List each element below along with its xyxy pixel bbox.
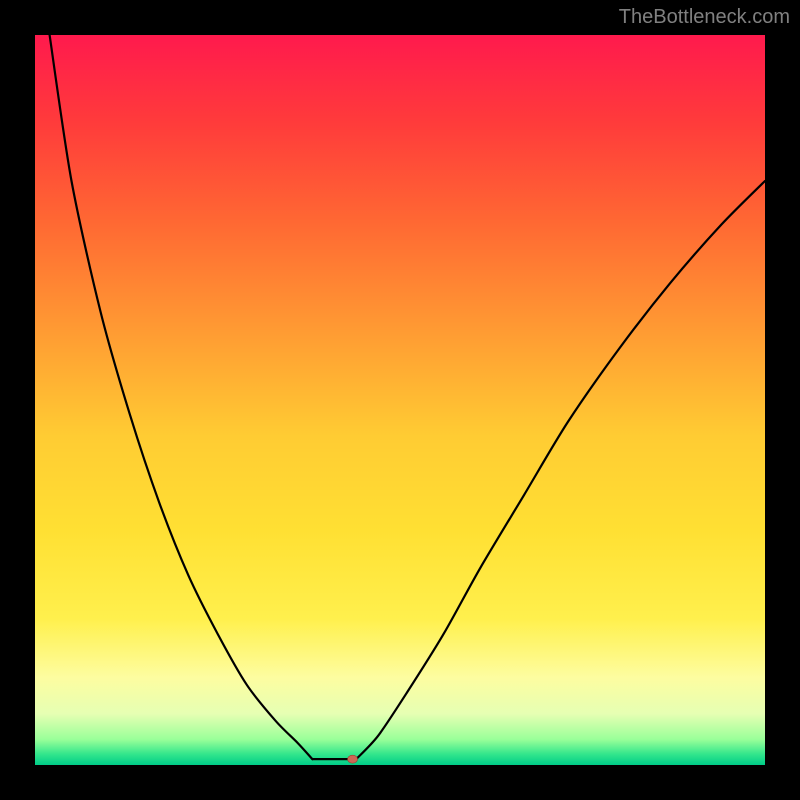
gradient-background xyxy=(35,35,765,765)
optimum-marker xyxy=(348,755,358,763)
watermark-text: TheBottleneck.com xyxy=(619,6,790,29)
chart-svg xyxy=(35,35,765,765)
plot-area xyxy=(35,35,765,765)
